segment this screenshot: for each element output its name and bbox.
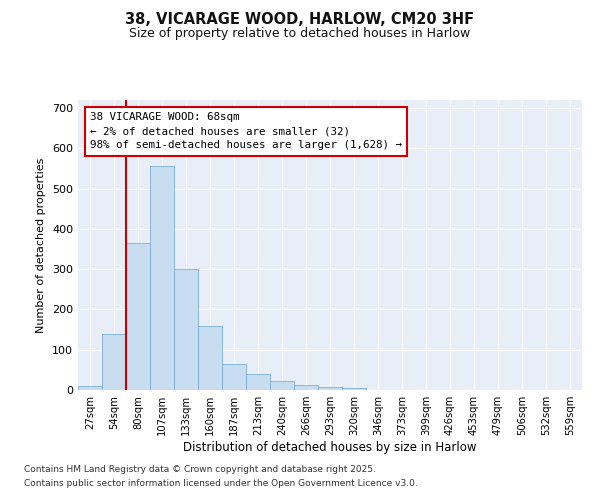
Text: Contains HM Land Registry data © Crown copyright and database right 2025.: Contains HM Land Registry data © Crown c… [24,466,376,474]
Bar [126,243,150,390]
X-axis label: Distribution of detached houses by size in Harlow: Distribution of detached houses by size … [183,441,477,454]
Bar [198,326,222,390]
Text: 38 VICARAGE WOOD: 68sqm
← 2% of detached houses are smaller (32)
98% of semi-det: 38 VICARAGE WOOD: 68sqm ← 2% of detached… [90,112,402,150]
Text: 38, VICARAGE WOOD, HARLOW, CM20 3HF: 38, VICARAGE WOOD, HARLOW, CM20 3HF [125,12,475,28]
Bar [270,381,294,390]
Text: Contains public sector information licensed under the Open Government Licence v3: Contains public sector information licen… [24,479,418,488]
Text: Size of property relative to detached houses in Harlow: Size of property relative to detached ho… [130,28,470,40]
Y-axis label: Number of detached properties: Number of detached properties [37,158,46,332]
Bar [222,364,246,390]
Bar [78,386,102,390]
Bar [294,385,318,390]
Bar [150,166,174,390]
Bar [342,388,366,390]
Bar [246,374,270,390]
Bar [102,334,126,390]
Bar [174,269,198,390]
Bar [318,387,342,390]
